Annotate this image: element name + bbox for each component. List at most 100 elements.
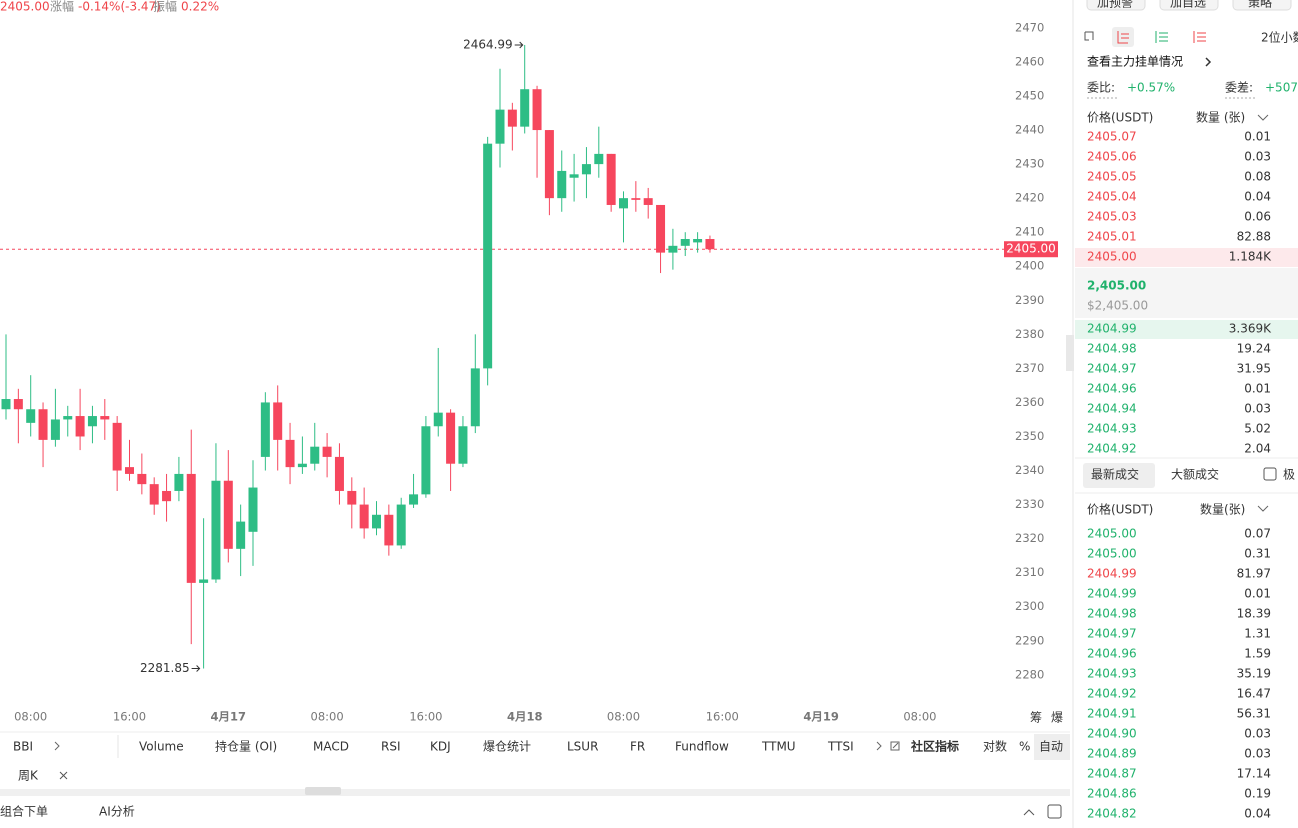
- candle-body: [446, 412, 456, 464]
- icon[interactable]: [1155, 31, 1168, 43]
- candle-body: [125, 467, 134, 474]
- chevron[interactable]: [1257, 114, 1269, 512]
- button[interactable]: 加自选: [1170, 0, 1206, 10]
- candle-body: [619, 198, 628, 209]
- candle-body: [260, 402, 270, 457]
- chevron[interactable]: [1205, 57, 1212, 67]
- ask-qty: 0.04: [1244, 190, 1271, 204]
- indicator-tab[interactable]: TTMU: [761, 740, 796, 754]
- ask-price: 2405.06: [1087, 150, 1137, 164]
- change-label: 涨幅: [50, 0, 74, 14]
- button-bg[interactable]: [1086, 0, 1146, 11]
- indicator-tab[interactable]: MACD: [313, 740, 349, 754]
- resize-handle[interactable]: [305, 787, 341, 795]
- bottom-tab[interactable]: AI分析: [99, 805, 135, 819]
- indicator-tab[interactable]: 爆仓统计: [483, 740, 531, 754]
- indicator-tab[interactable]: Volume: [139, 740, 184, 754]
- last-price-label: 2405.00: [1006, 242, 1056, 256]
- collapse-icon[interactable]: [1023, 809, 1035, 816]
- axis-tool[interactable]: 爆: [1051, 711, 1063, 725]
- bid-qty: 31.95: [1237, 362, 1271, 376]
- candle-body: [433, 412, 443, 427]
- icon[interactable]: [1084, 31, 1094, 41]
- amp: 0.22%: [181, 0, 219, 14]
- button[interactable]: 加预警: [1097, 0, 1133, 10]
- candle-body: [174, 473, 184, 491]
- candle-body: [75, 416, 85, 437]
- indicator-tab[interactable]: RSI: [381, 740, 401, 754]
- candle-body: [396, 504, 406, 546]
- ask-price: 2405.00: [1087, 250, 1137, 264]
- period-tab[interactable]: 周K: [18, 769, 39, 783]
- resize-band: [0, 789, 1070, 796]
- candle-body: [297, 463, 307, 468]
- tab-bg[interactable]: [1083, 463, 1155, 488]
- main-orders[interactable]: 查看主力挂单情况: [1087, 55, 1183, 69]
- bid-price: 2404.97: [1087, 362, 1137, 376]
- trade-qty: 1.59: [1244, 647, 1271, 661]
- collapse-handle[interactable]: [1066, 335, 1074, 371]
- trade-price: 2405.00: [1087, 547, 1137, 561]
- low-annotation: 2281.85: [140, 661, 190, 675]
- y-tick-label: 2460: [1015, 54, 1044, 68]
- candle-body: [372, 514, 381, 529]
- button-bg[interactable]: [1159, 0, 1219, 11]
- axis-tool[interactable]: 筹: [1030, 711, 1042, 725]
- ask-qty: 1.184K: [1229, 250, 1272, 264]
- candle-body: [680, 239, 690, 246]
- expand-icon[interactable]: [1047, 804, 1062, 819]
- checkbox[interactable]: [1263, 467, 1277, 481]
- candle-body: [137, 473, 147, 485]
- trade-qty: 0.04: [1244, 807, 1271, 821]
- bottom-tab[interactable]: 组合下单: [0, 804, 48, 819]
- indicator-tab[interactable]: BBI: [13, 740, 33, 754]
- indicator-tab[interactable]: 自动: [1039, 740, 1063, 754]
- trade-header: 数量(张): [1200, 502, 1245, 517]
- candle-body: [693, 239, 703, 243]
- indicator-tab[interactable]: %: [1019, 740, 1030, 754]
- auto-bg: [1034, 734, 1070, 760]
- tab[interactable]: 极: [1283, 468, 1295, 482]
- indicator-tab[interactable]: 社区指标: [910, 739, 959, 754]
- indicator-tab[interactable]: 对数: [983, 739, 1007, 754]
- tab[interactable]: 大额成交: [1171, 467, 1219, 482]
- decimals[interactable]: 2位小数: [1261, 30, 1298, 45]
- trade-qty: 81.97: [1237, 567, 1271, 581]
- candle-body: [507, 109, 517, 127]
- candle-body: [359, 504, 369, 529]
- indicator-tab[interactable]: Fundflow: [675, 740, 729, 754]
- ask-price: 2405.03: [1087, 210, 1137, 224]
- indicator-tab[interactable]: TTSI: [827, 740, 854, 754]
- y-tick-label: 2450: [1015, 89, 1044, 103]
- y-tick-label: 2360: [1015, 395, 1044, 409]
- y-tick-label: 2300: [1015, 599, 1044, 613]
- bid-qty: 0.03: [1244, 402, 1271, 416]
- indicator-tab[interactable]: LSUR: [567, 740, 598, 754]
- x-tick-label: 08:00: [903, 710, 936, 724]
- icon[interactable]: [1193, 31, 1206, 43]
- book-header: 数量 (张): [1196, 110, 1245, 125]
- candle-body: [26, 409, 36, 423]
- button[interactable]: 策略: [1248, 0, 1272, 10]
- chevron[interactable]: [54, 741, 882, 751]
- trade-price: 2404.92: [1087, 687, 1137, 701]
- ticker-price: 2405.00: [0, 0, 50, 14]
- candle-body: [199, 579, 209, 583]
- bid-qty: 3.369K: [1229, 322, 1272, 336]
- indicator-tab[interactable]: FR: [630, 740, 645, 754]
- edit-icon[interactable]: [890, 741, 900, 751]
- candle-body: [334, 456, 344, 491]
- tab[interactable]: 最新成交: [1091, 467, 1139, 482]
- indicator-tab[interactable]: 持仓量 (OI): [215, 739, 277, 754]
- close-icon[interactable]: [59, 771, 68, 780]
- candle-body: [149, 484, 159, 505]
- trade-price: 2404.90: [1087, 727, 1137, 741]
- y-tick-label: 2340: [1015, 463, 1044, 477]
- candle-body: [532, 89, 542, 131]
- trade-price: 2404.96: [1087, 647, 1137, 661]
- button-bg[interactable]: [1232, 0, 1292, 11]
- icon[interactable]: [1117, 31, 1129, 44]
- indicator-tab[interactable]: KDJ: [430, 740, 451, 754]
